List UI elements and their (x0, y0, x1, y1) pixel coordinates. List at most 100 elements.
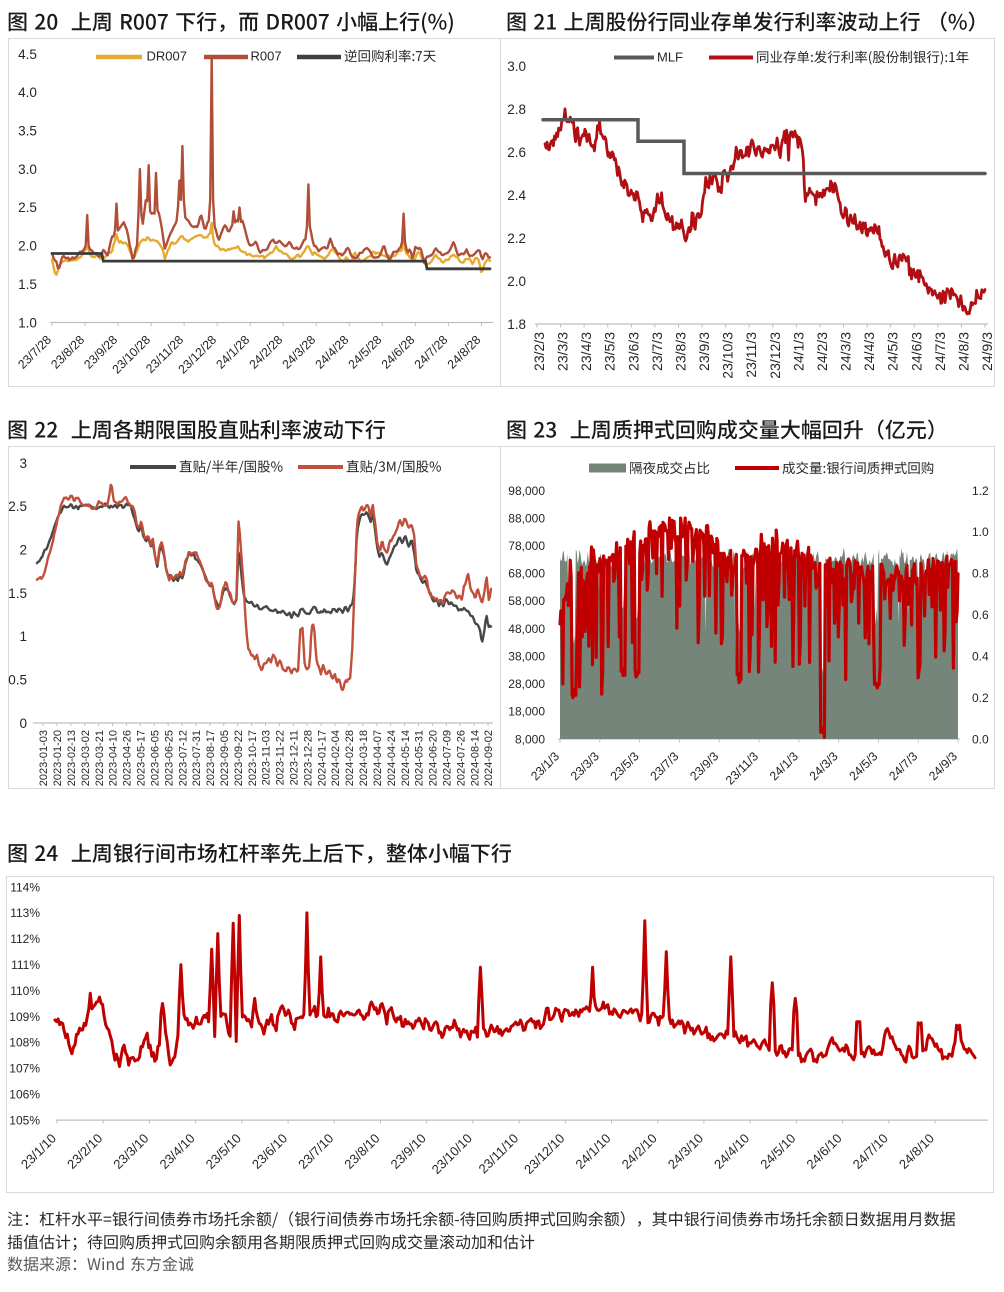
svg-text:23/5/3: 23/5/3 (608, 749, 642, 783)
svg-text:2023-04-26: 2023-04-26 (122, 730, 134, 786)
svg-text:23/6/10: 23/6/10 (249, 1131, 290, 1172)
svg-text:2.0: 2.0 (507, 274, 526, 289)
svg-text:0.2: 0.2 (972, 691, 989, 705)
svg-text:2.5: 2.5 (8, 499, 27, 514)
svg-text:2023-11-03: 2023-11-03 (261, 730, 273, 785)
svg-text:24/7/28: 24/7/28 (412, 333, 451, 372)
svg-text:2.5: 2.5 (18, 200, 37, 215)
svg-text:1.0: 1.0 (972, 525, 989, 539)
svg-text:2023-09-05: 2023-09-05 (219, 730, 231, 786)
svg-text:0.8: 0.8 (972, 567, 989, 581)
svg-text:23/7/10: 23/7/10 (295, 1131, 336, 1172)
svg-text:2023-04-10: 2023-04-10 (108, 730, 120, 786)
svg-text:23/8/3: 23/8/3 (672, 332, 688, 371)
svg-text:48,000: 48,000 (508, 622, 545, 636)
svg-text:23/3/3: 23/3/3 (568, 749, 602, 783)
svg-text:23/9/3: 23/9/3 (687, 749, 721, 783)
svg-text:24/1/3: 24/1/3 (790, 332, 806, 371)
svg-text:23/6/3: 23/6/3 (625, 332, 641, 371)
svg-text:18,000: 18,000 (508, 705, 545, 719)
svg-text:3.5: 3.5 (18, 124, 37, 139)
svg-text:24/2/28: 24/2/28 (246, 333, 285, 372)
svg-text:DR007: DR007 (147, 49, 187, 64)
svg-text:2.0: 2.0 (18, 239, 37, 254)
svg-text:88,000: 88,000 (508, 511, 545, 525)
svg-text:110%: 110% (10, 984, 40, 998)
svg-text:23/3/10: 23/3/10 (110, 1131, 151, 1172)
svg-text:105%: 105% (9, 1113, 40, 1127)
svg-text:2024-07-09: 2024-07-09 (441, 730, 453, 786)
svg-text:23/8/10: 23/8/10 (341, 1131, 382, 1172)
svg-text:0.0: 0.0 (972, 732, 989, 746)
svg-text:2024-04-24: 2024-04-24 (386, 730, 398, 786)
svg-text:0.4: 0.4 (972, 649, 989, 663)
svg-text:111%: 111% (11, 958, 40, 972)
svg-text:2023-12-11: 2023-12-11 (289, 730, 301, 785)
svg-text:113%: 113% (10, 906, 40, 920)
svg-text:24/8/10: 24/8/10 (896, 1131, 937, 1172)
svg-text:2023-07-12: 2023-07-12 (177, 730, 189, 786)
svg-text:24/5/3: 24/5/3 (885, 332, 901, 371)
svg-text:2.8: 2.8 (507, 102, 526, 117)
svg-text:2023-10-17: 2023-10-17 (247, 730, 259, 786)
svg-text:23/11/10: 23/11/10 (476, 1131, 522, 1177)
svg-text:2023-02-13: 2023-02-13 (66, 730, 78, 786)
svg-text:114%: 114% (10, 880, 40, 894)
svg-text:106%: 106% (9, 1088, 40, 1102)
svg-text:24/8/28: 24/8/28 (445, 333, 484, 372)
svg-text:24/3/28: 24/3/28 (279, 333, 318, 372)
svg-text:23/1/3: 23/1/3 (528, 749, 562, 783)
svg-text:0: 0 (19, 716, 27, 731)
svg-text:23/12/3: 23/12/3 (767, 332, 783, 379)
svg-text:24/3/3: 24/3/3 (807, 749, 841, 783)
svg-text:4.5: 4.5 (18, 47, 37, 62)
svg-text:23/7/28: 23/7/28 (15, 333, 54, 372)
svg-text:1.5: 1.5 (18, 277, 37, 292)
svg-text:23/8/28: 23/8/28 (48, 333, 87, 372)
svg-text:24/3/3: 24/3/3 (838, 332, 854, 371)
svg-text:24/6/10: 24/6/10 (803, 1131, 844, 1172)
svg-text:2.6: 2.6 (507, 145, 526, 160)
svg-text:2.4: 2.4 (507, 188, 526, 203)
svg-text:2024-08-14: 2024-08-14 (469, 730, 481, 786)
svg-text:2024-06-20: 2024-06-20 (428, 730, 440, 786)
svg-text:3.0: 3.0 (507, 59, 526, 74)
svg-text:2024-02-04: 2024-02-04 (330, 730, 342, 786)
svg-text:2024-09-02: 2024-09-02 (483, 730, 495, 786)
svg-text:23/7/3: 23/7/3 (647, 749, 681, 783)
svg-text:2023-05-17: 2023-05-17 (136, 730, 148, 786)
svg-text:2024-05-31: 2024-05-31 (414, 730, 426, 786)
svg-text:23/4/3: 23/4/3 (578, 332, 594, 371)
svg-text:2024-04-07: 2024-04-07 (372, 730, 384, 786)
svg-text:78,000: 78,000 (508, 539, 545, 553)
svg-text:0.5: 0.5 (8, 672, 27, 687)
svg-text:2023-07-31: 2023-07-31 (191, 730, 203, 786)
svg-text:2023-11-22: 2023-11-22 (275, 730, 287, 785)
svg-text:23/10/10: 23/10/10 (429, 1131, 475, 1177)
svg-text:4.0: 4.0 (18, 85, 37, 100)
svg-text:MLF: MLF (657, 50, 683, 65)
svg-text:24/5/3: 24/5/3 (846, 749, 880, 783)
svg-text:2024-01-17: 2024-01-17 (316, 730, 328, 786)
svg-text:24/6/28: 24/6/28 (379, 333, 418, 372)
svg-text:23/2/10: 23/2/10 (64, 1131, 105, 1172)
svg-text:109%: 109% (9, 1010, 40, 1024)
svg-text:3.0: 3.0 (18, 162, 37, 177)
svg-text:24/9/3: 24/9/3 (979, 332, 995, 371)
svg-text:98,000: 98,000 (508, 484, 545, 498)
svg-text:R007: R007 (251, 49, 282, 64)
svg-text:24/8/3: 24/8/3 (955, 332, 971, 371)
svg-text:2.2: 2.2 (507, 231, 526, 246)
svg-text:24/9/3: 24/9/3 (926, 749, 960, 783)
svg-text:2023-01-20: 2023-01-20 (52, 730, 64, 786)
svg-text:38,000: 38,000 (508, 649, 545, 663)
svg-text:2024-03-18: 2024-03-18 (358, 730, 370, 786)
svg-text:1: 1 (19, 629, 27, 644)
svg-text:2024-05-14: 2024-05-14 (400, 730, 412, 786)
svg-text:2023-01-03: 2023-01-03 (38, 730, 50, 786)
svg-text:23/11/3: 23/11/3 (723, 749, 761, 787)
svg-text:2: 2 (19, 542, 27, 557)
svg-text:2024-02-28: 2024-02-28 (344, 730, 356, 786)
svg-text:24/1/28: 24/1/28 (213, 333, 252, 372)
svg-text:23/5/10: 23/5/10 (203, 1131, 244, 1172)
